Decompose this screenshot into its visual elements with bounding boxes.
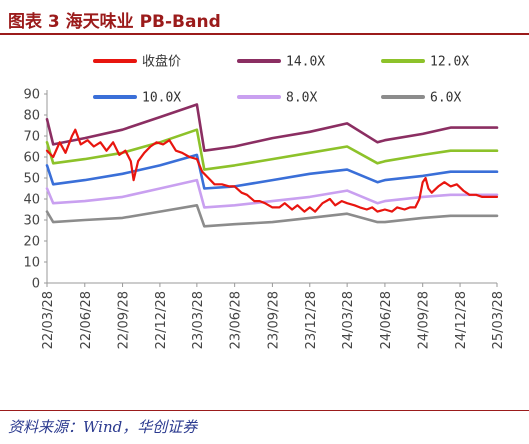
x-tick-label: 22/03/28 [41,291,56,349]
legend-label-5: 6.0X [430,91,461,106]
series-line-0 [45,128,499,213]
y-tick-label: 70 [23,130,40,145]
y-tick-label: 50 [23,172,40,187]
x-tick-label: 22/12/28 [154,291,169,349]
x-tick-label: 24/03/28 [341,291,356,349]
series-line-2 [45,128,499,171]
y-tick-label: 30 [23,214,40,229]
legend-label-0: 收盘价 [142,54,181,70]
x-tick-label: 24/12/28 [454,291,469,349]
chart-legend: 收盘价 14.0X 12.0X 10.0X 8.0X 6.0X [93,54,469,106]
x-tick-label: 25/03/28 [491,291,506,349]
y-tick-label: 10 [23,256,40,271]
x-tick-label: 24/06/28 [379,291,394,349]
figure-header: 图表 3 海天味业 PB-Band [0,0,529,36]
legend-label-1: 14.0X [286,55,325,70]
x-tick-label: 23/12/28 [304,291,319,349]
legend-label-2: 12.0X [430,55,469,70]
footer-rule [0,410,529,411]
x-tick-label: 22/06/28 [79,291,94,349]
x-tick-label: 22/09/28 [117,291,132,349]
x-tick-label: 23/09/28 [266,291,281,349]
y-tick-label: 20 [23,235,40,250]
series-line-3 [45,153,499,190]
series-line-4 [45,178,499,209]
pb-band-chart: 收盘价 14.0X 12.0X 10.0X 8.0X 6.0X 0 10 20 30 40 50 60… [23,54,506,350]
x-tick-label: 24/09/28 [417,291,432,349]
legend-label-3: 10.0X [142,91,181,106]
figure-title: 图表 3 海天味业 PB-Band [8,12,221,32]
y-tick-label: 80 [23,109,40,124]
x-tick-label: 23/03/28 [191,291,206,349]
legend-label-4: 8.0X [286,91,317,106]
source-note: 资料来源：Wind，华创证券 [8,418,198,436]
chart-axes: 0 10 20 30 40 50 60 70 80 90 22/03/28 22/06/28 22/09… [23,88,506,350]
series-line-5 [45,204,499,228]
chart-plot-area [45,103,499,228]
header-rule [0,33,529,35]
y-tick-label: 90 [23,88,40,103]
y-tick-label: 0 [32,277,40,292]
x-tick-label: 23/06/28 [229,291,244,349]
series-line-1 [45,103,499,152]
y-tick-label: 40 [23,193,40,208]
y-tick-label: 60 [23,151,40,166]
